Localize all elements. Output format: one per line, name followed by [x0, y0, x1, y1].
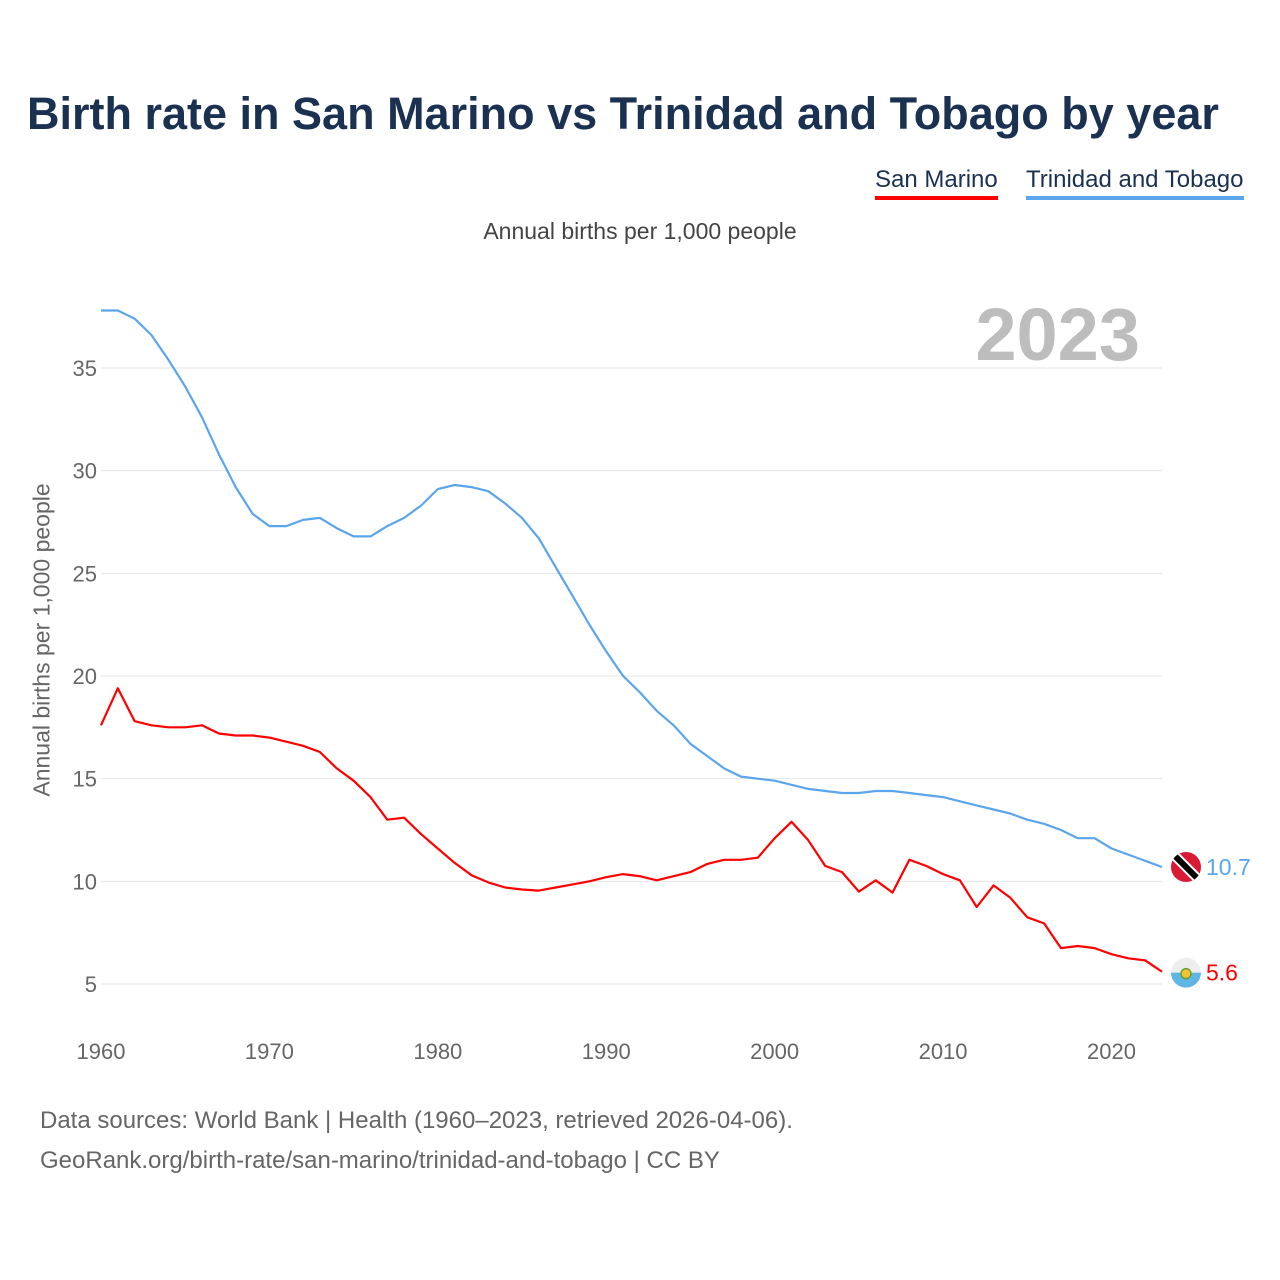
y-tick-label: 30: [73, 459, 97, 484]
flag-san-marino-icon: [1171, 957, 1201, 988]
flag-trinidad-and-tobago-icon: [1171, 851, 1201, 882]
x-tick-label: 2000: [750, 1039, 799, 1064]
y-tick-label: 10: [73, 869, 97, 894]
end-value-label: 10.7: [1206, 854, 1251, 880]
series-line-trinidad-and-tobago: [101, 309, 1163, 869]
x-tick-label: 1970: [245, 1039, 294, 1064]
source-line-1: Data sources: World Bank | Health (1960–…: [40, 1107, 793, 1134]
y-tick-label: 20: [73, 664, 97, 689]
y-tick-label: 5: [85, 972, 97, 997]
legend-trinidad-and-tobago[interactable]: Trinidad and Tobago: [1026, 166, 1244, 200]
y-tick-label: 35: [73, 356, 97, 381]
x-tick-label: 1980: [413, 1039, 462, 1064]
flag-blue-half: [1171, 972, 1201, 988]
flag-white-half: [1171, 957, 1201, 973]
x-tick-label: 2020: [1087, 1039, 1136, 1064]
flag-emblem: [1180, 967, 1192, 980]
series-line-san-marino: [99, 687, 1163, 973]
source-line-2[interactable]: GeoRank.org/birth-rate/san-marino/trinid…: [40, 1147, 720, 1174]
y-tick-label: 15: [73, 767, 97, 792]
end-value-label: 5.6: [1206, 960, 1238, 986]
y-tick-label: 25: [73, 561, 97, 586]
x-tick-label: 1960: [77, 1039, 126, 1064]
x-tick-label: 1990: [582, 1039, 631, 1064]
chart-title: Birth rate in San Marino vs Trinidad and…: [27, 88, 1219, 139]
year-watermark: 2023: [975, 293, 1140, 376]
chart-subtitle: Annual births per 1,000 people: [483, 218, 797, 244]
legend-san-marino[interactable]: San Marino: [875, 166, 998, 200]
x-tick-label: 2010: [919, 1039, 968, 1064]
